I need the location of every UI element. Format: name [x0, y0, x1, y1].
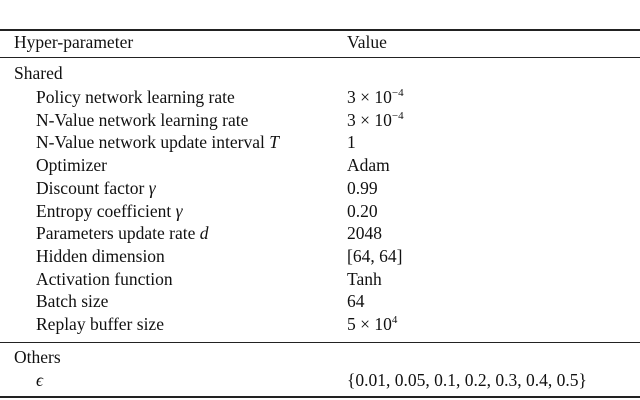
- table-row: Entropy coefficient γ 0.20: [0, 200, 640, 222]
- param-symbol: T: [269, 132, 279, 153]
- param-text: N-Value network update interval: [36, 132, 270, 153]
- bottom-rule: [0, 396, 640, 398]
- section-label: Shared: [14, 63, 63, 83]
- value-text: 0.20: [347, 200, 378, 221]
- value-text: 5 × 10: [347, 314, 392, 334]
- param-name: Batch size: [36, 290, 108, 312]
- param-name: Optimizer: [36, 154, 107, 176]
- table-row: N-Value network learning rate 3 × 10−4: [0, 109, 640, 131]
- value-text: Tanh: [347, 268, 382, 289]
- top-rule: [0, 29, 640, 31]
- param-value: 3 × 10−4: [347, 109, 404, 131]
- table-row: ϵ {0.01, 0.05, 0.1, 0.2, 0.3, 0.4, 0.5}: [0, 369, 640, 391]
- param-text: Parameters update rate: [36, 223, 200, 244]
- section-others: Others: [0, 346, 640, 368]
- value-text: {0.01, 0.05, 0.1, 0.2, 0.3, 0.4, 0.5}: [347, 370, 587, 390]
- value-text: 3 × 10: [347, 87, 392, 107]
- param-name: Hidden dimension: [36, 245, 165, 267]
- value-text: 2048: [347, 223, 382, 244]
- param-value: 5 × 104: [347, 313, 397, 335]
- param-symbol: γ: [148, 177, 156, 198]
- table-row: Discount factor γ 0.99: [0, 177, 640, 199]
- value-text: 0.99: [347, 177, 378, 198]
- value-text: [64, 64]: [347, 245, 403, 266]
- param-text: Discount factor: [36, 177, 149, 198]
- table-row: Hidden dimension [64, 64]: [0, 245, 640, 267]
- param-value: Adam: [347, 154, 390, 176]
- param-name: Policy network learning rate: [36, 86, 235, 108]
- param-value: Tanh: [347, 268, 382, 290]
- param-symbol: γ: [175, 200, 183, 221]
- table-row: Activation function Tanh: [0, 268, 640, 290]
- param-name: Parameters update rate d: [36, 222, 209, 244]
- param-symbol: ϵ: [36, 370, 44, 390]
- param-name: Replay buffer size: [36, 313, 164, 335]
- param-symbol: d: [199, 223, 209, 244]
- value-text: 1: [347, 132, 356, 153]
- param-name: N-Value network update interval T: [36, 131, 279, 153]
- value-exponent: 4: [391, 314, 398, 326]
- value-text: 64: [347, 291, 365, 312]
- param-value: 2048: [347, 222, 382, 244]
- header-param: Hyper-parameter: [14, 32, 134, 52]
- table-row: N-Value network update interval T 1: [0, 131, 640, 153]
- param-value: 64: [347, 290, 365, 312]
- table-row: Replay buffer size 5 × 104: [0, 313, 640, 335]
- param-value: {0.01, 0.05, 0.1, 0.2, 0.3, 0.4, 0.5}: [347, 369, 587, 391]
- param-text: N-Value network learning rate: [36, 109, 249, 130]
- section-label: Others: [14, 347, 61, 367]
- value-text: Adam: [347, 155, 390, 176]
- param-text: Policy network learning rate: [36, 87, 235, 107]
- param-name: ϵ: [36, 369, 43, 391]
- param-text: Hidden dimension: [36, 245, 165, 266]
- value-exponent: −4: [391, 87, 404, 99]
- header-rule: [0, 57, 640, 58]
- value-text: 3 × 10: [347, 109, 392, 130]
- param-value: [64, 64]: [347, 245, 402, 267]
- param-name: N-Value network learning rate: [36, 109, 248, 131]
- param-text: Activation function: [36, 268, 173, 289]
- table-row: Optimizer Adam: [0, 154, 640, 176]
- value-exponent: −4: [391, 109, 404, 122]
- header-value: Value: [347, 32, 387, 52]
- table-row: Policy network learning rate 3 × 10−4: [0, 86, 640, 108]
- param-text: Batch size: [36, 291, 109, 312]
- param-text: Replay buffer size: [36, 314, 164, 334]
- param-value: 3 × 10−4: [347, 86, 404, 108]
- param-name: Discount factor γ: [36, 177, 156, 199]
- param-name: Entropy coefficient γ: [36, 200, 183, 222]
- param-value: 1: [347, 131, 356, 153]
- section-rule: [0, 342, 640, 343]
- table-row: Parameters update rate d 2048: [0, 222, 640, 244]
- param-text: Entropy coefficient: [36, 200, 176, 221]
- header-row: Hyper-parameter Value: [0, 31, 640, 53]
- param-text: Optimizer: [36, 155, 107, 176]
- param-name: Activation function: [36, 268, 173, 290]
- section-shared: Shared: [0, 62, 640, 84]
- param-value: 0.99: [347, 177, 378, 199]
- param-value: 0.20: [347, 200, 378, 222]
- table-row: Batch size 64: [0, 290, 640, 312]
